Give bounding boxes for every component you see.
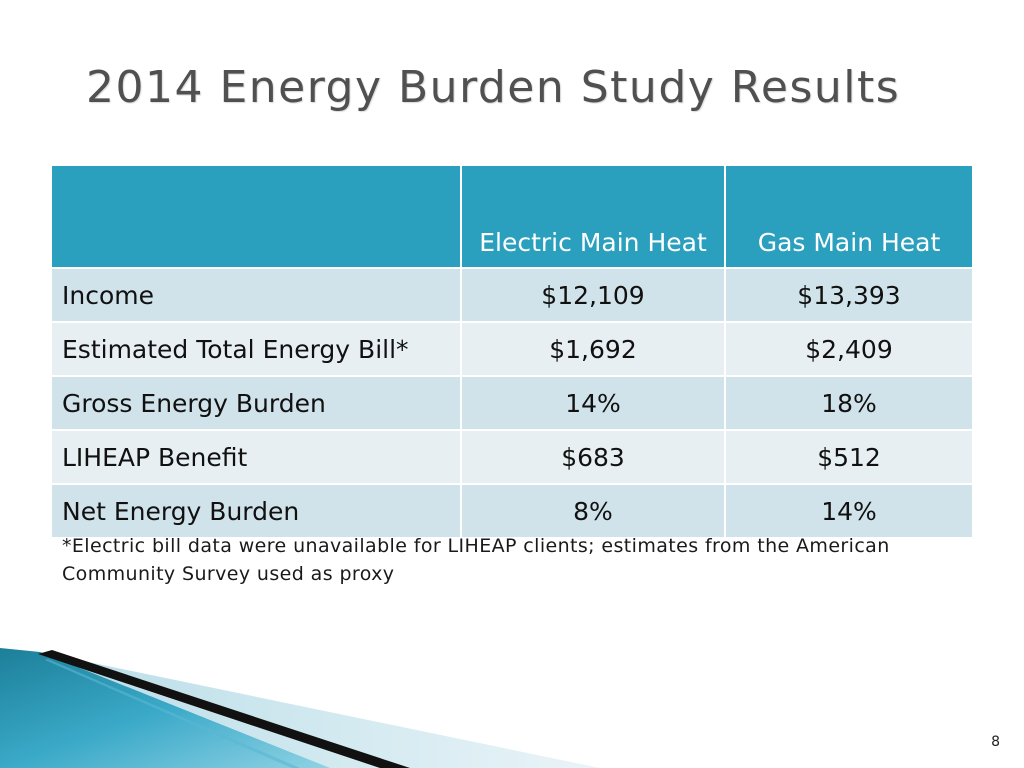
table-row: Gross Energy Burden 14% 18% (52, 375, 972, 430)
header-gas-main-heat: Gas Main Heat (725, 166, 972, 268)
gas-value: 18% (725, 375, 972, 430)
row-label: Estimated Total Energy Bill* (52, 321, 462, 376)
table-header-row: Electric Main Heat Gas Main Heat (52, 166, 972, 268)
row-label: Gross Energy Burden (52, 375, 462, 430)
table-row: Net Energy Burden 8% 14% (52, 483, 972, 537)
electric-value: 8% (461, 483, 726, 537)
row-label: Income (52, 267, 462, 322)
gas-value: 14% (725, 483, 972, 537)
decorative-swoosh (0, 648, 600, 768)
footnote: *Electric bill data were unavailable for… (62, 535, 890, 585)
table-row: LIHEAP Benefit $683 $512 (52, 429, 972, 484)
table-row: Estimated Total Energy Bill* $1,692 $2,4… (52, 321, 972, 376)
electric-value: $12,109 (461, 267, 726, 322)
electric-value: $1,692 (461, 321, 726, 376)
page-number: 8 (991, 734, 1000, 750)
gas-value: $13,393 (725, 267, 972, 322)
gas-value: $2,409 (725, 321, 972, 376)
electric-value: $683 (461, 429, 726, 484)
table-row: Income $12,109 $13,393 (52, 267, 972, 322)
slide-title: 2014 Energy Burden Study Results (86, 62, 901, 113)
row-label: LIHEAP Benefit (52, 429, 462, 484)
header-electric-main-heat: Electric Main Heat (461, 166, 726, 268)
row-label: Net Energy Burden (52, 483, 462, 537)
results-table: Electric Main Heat Gas Main Heat Income … (52, 166, 972, 537)
gas-value: $512 (725, 429, 972, 484)
header-label-column (52, 166, 462, 268)
electric-value: 14% (461, 375, 726, 430)
